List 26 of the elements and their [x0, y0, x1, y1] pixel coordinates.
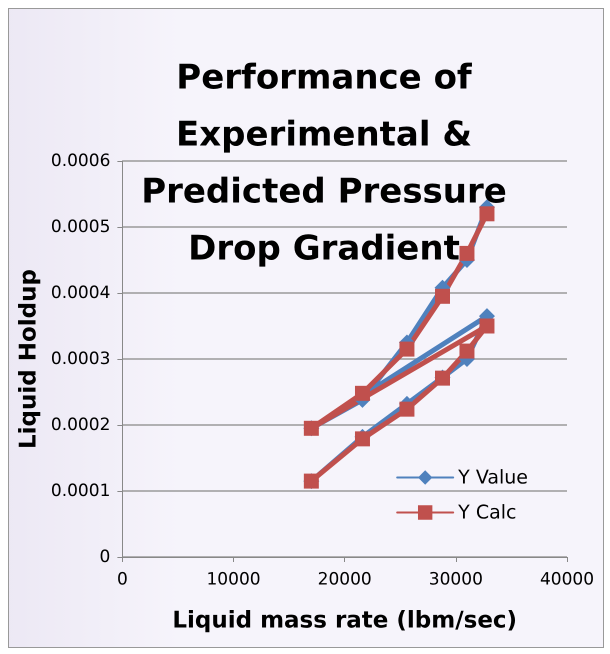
- x-tick-label: 30000: [428, 570, 483, 590]
- legend-label: Y Value: [457, 466, 528, 488]
- point: [435, 288, 450, 304]
- x-tick-label: 10000: [206, 570, 261, 590]
- chart-title: Performance of Experimental & Predicted Pressure Drop Gradient: [141, 58, 507, 268]
- y-tick-label: 0.0005: [50, 217, 110, 237]
- x-axis-title: Liquid mass rate (lbm/sec): [172, 608, 518, 634]
- point: [479, 318, 494, 334]
- point: [354, 431, 370, 446]
- y-tick-label: 0.0003: [50, 349, 110, 369]
- point: [459, 246, 474, 261]
- y-tick-label: 0: [100, 547, 110, 567]
- point: [459, 344, 474, 359]
- x-tick-label: 40000: [540, 570, 594, 590]
- legend-label: Y Calc: [457, 502, 516, 524]
- y-tick-label: 0.0004: [50, 283, 110, 303]
- x-tick-label: 0: [116, 570, 128, 590]
- x-tick-label: 20000: [318, 570, 372, 590]
- point: [479, 206, 494, 222]
- y-tick-label: 0.0001: [50, 481, 110, 501]
- y-axis-title: Liquid Holdup: [16, 269, 42, 449]
- point: [399, 342, 414, 357]
- y-tick-label: 0.0002: [50, 415, 110, 435]
- y-tick-label: 0.0006: [50, 151, 110, 171]
- point: [399, 402, 414, 417]
- point: [354, 386, 370, 401]
